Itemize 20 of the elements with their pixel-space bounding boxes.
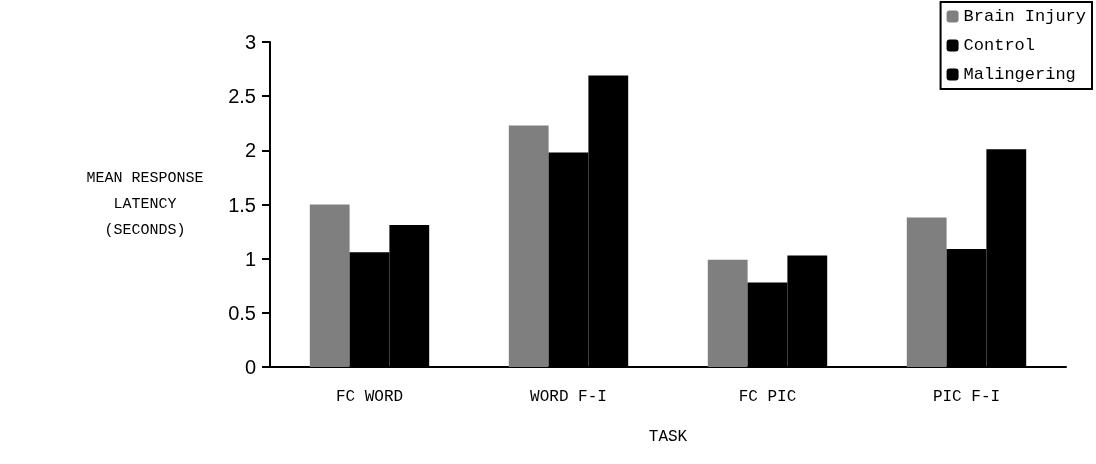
x-tick-label: WORD F-I bbox=[530, 388, 607, 406]
bar bbox=[309, 204, 350, 367]
legend-label: Control bbox=[963, 36, 1035, 55]
y-tick-label: 0.5 bbox=[228, 301, 256, 324]
x-axis-title: TASK bbox=[648, 428, 688, 446]
bar bbox=[707, 259, 748, 367]
bar bbox=[508, 125, 549, 367]
y-tick-label: 2.5 bbox=[228, 85, 256, 108]
y-tick-label: 1.5 bbox=[228, 193, 256, 216]
x-tick-label: PIC F-I bbox=[932, 388, 1001, 406]
bar bbox=[906, 217, 947, 367]
y-axis-title: MEAN RESPONSE LATENCY (SECONDS) bbox=[86, 170, 204, 239]
legend-label: Malingering bbox=[963, 65, 1076, 84]
y-tick-label: 2 bbox=[244, 139, 256, 162]
x-tick-label: FC WORD bbox=[335, 388, 404, 406]
y-tick-label: 3 bbox=[244, 31, 256, 53]
y-tick-label: 1 bbox=[244, 247, 256, 270]
y-tick-label: 0 bbox=[244, 356, 256, 378]
x-tick-label: FC PIC bbox=[738, 388, 797, 406]
legend-label: Brain Injury bbox=[963, 7, 1086, 26]
